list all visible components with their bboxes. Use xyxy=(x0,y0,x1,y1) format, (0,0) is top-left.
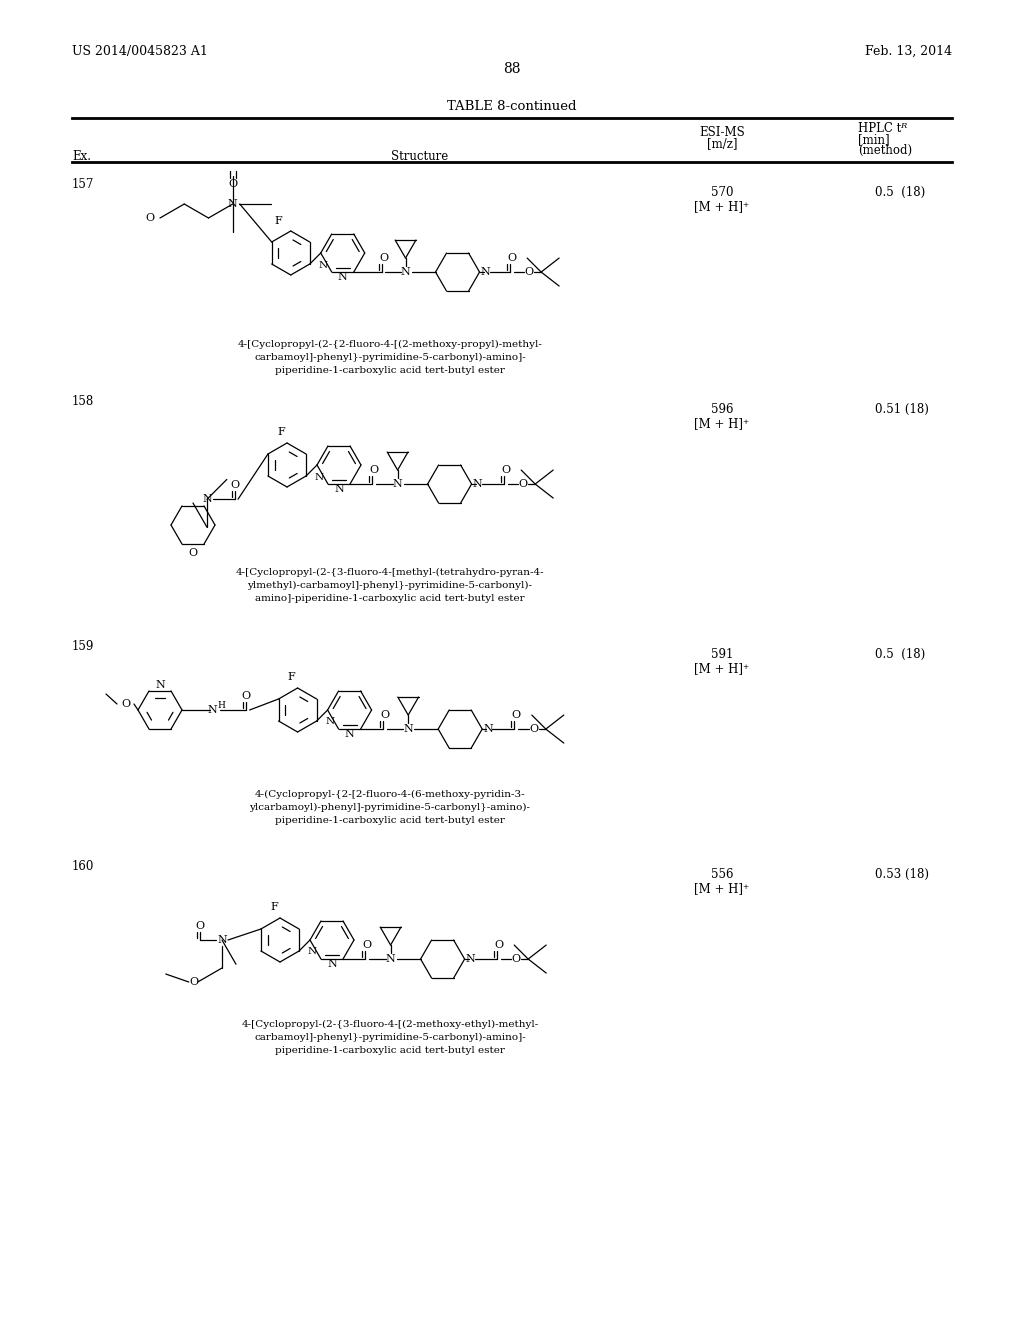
Text: 596: 596 xyxy=(711,403,733,416)
Text: O: O xyxy=(122,700,131,709)
Text: 159: 159 xyxy=(72,640,94,653)
Text: O: O xyxy=(512,710,521,719)
Text: N: N xyxy=(155,680,165,690)
Text: 556: 556 xyxy=(711,869,733,880)
Text: [m/z]: [m/z] xyxy=(707,137,737,150)
Text: piperidine-1-carboxylic acid tert-butyl ester: piperidine-1-carboxylic acid tert-butyl … xyxy=(275,1045,505,1055)
Text: N: N xyxy=(228,199,238,209)
Text: N: N xyxy=(334,484,344,494)
Text: N: N xyxy=(473,479,482,488)
Text: O: O xyxy=(379,253,388,263)
Text: ESI-MS: ESI-MS xyxy=(699,125,744,139)
Text: 0.5  (18): 0.5 (18) xyxy=(874,186,926,199)
Text: N: N xyxy=(327,960,337,969)
Text: piperidine-1-carboxylic acid tert-butyl ester: piperidine-1-carboxylic acid tert-butyl … xyxy=(275,366,505,375)
Text: O: O xyxy=(228,180,238,189)
Text: N: N xyxy=(338,272,347,282)
Text: 0.51 (18): 0.51 (18) xyxy=(874,403,929,416)
Text: N: N xyxy=(314,473,324,482)
Text: O: O xyxy=(145,213,155,223)
Text: Structure: Structure xyxy=(391,150,449,162)
Text: 160: 160 xyxy=(72,861,94,873)
Text: 4-[Cyclopropyl-(2-{2-fluoro-4-[(2-methoxy-propyl)-methyl-: 4-[Cyclopropyl-(2-{2-fluoro-4-[(2-methox… xyxy=(238,341,543,348)
Text: (method): (method) xyxy=(858,144,912,157)
Text: 4-[Cyclopropyl-(2-{3-fluoro-4-[(2-methoxy-ethyl)-methyl-: 4-[Cyclopropyl-(2-{3-fluoro-4-[(2-methox… xyxy=(242,1020,539,1030)
Text: N: N xyxy=(400,267,411,277)
Text: F: F xyxy=(278,426,285,437)
Text: F: F xyxy=(270,902,278,912)
Text: 157: 157 xyxy=(72,178,94,191)
Text: [min]: [min] xyxy=(858,133,890,147)
Text: US 2014/0045823 A1: US 2014/0045823 A1 xyxy=(72,45,208,58)
Text: O: O xyxy=(362,940,372,950)
Text: 0.5  (18): 0.5 (18) xyxy=(874,648,926,661)
Text: HPLC t: HPLC t xyxy=(858,121,901,135)
Text: piperidine-1-carboxylic acid tert-butyl ester: piperidine-1-carboxylic acid tert-butyl … xyxy=(275,816,505,825)
Text: H: H xyxy=(217,701,225,710)
Text: O: O xyxy=(507,253,516,263)
Text: amino]-piperidine-1-carboxylic acid tert-butyl ester: amino]-piperidine-1-carboxylic acid tert… xyxy=(255,594,525,603)
Text: carbamoyl]-phenyl}-pyrimidine-5-carbonyl)-amino]-: carbamoyl]-phenyl}-pyrimidine-5-carbonyl… xyxy=(254,352,526,362)
Text: N: N xyxy=(345,729,354,739)
Text: O: O xyxy=(230,480,240,490)
Text: [M + H]⁺: [M + H]⁺ xyxy=(694,663,750,675)
Text: ylmethyl)-carbamoyl]-phenyl}-pyrimidine-5-carbonyl)-: ylmethyl)-carbamoyl]-phenyl}-pyrimidine-… xyxy=(248,581,532,590)
Text: 4-[Cyclopropyl-(2-{3-fluoro-4-[methyl-(tetrahydro-pyran-4-: 4-[Cyclopropyl-(2-{3-fluoro-4-[methyl-(t… xyxy=(236,568,545,577)
Text: 570: 570 xyxy=(711,186,733,199)
Text: carbamoyl]-phenyl}-pyrimidine-5-carbonyl)-amino]-: carbamoyl]-phenyl}-pyrimidine-5-carbonyl… xyxy=(254,1034,526,1041)
Text: N: N xyxy=(202,494,212,504)
Text: [M + H]⁺: [M + H]⁺ xyxy=(694,882,750,895)
Text: R: R xyxy=(900,121,906,129)
Text: O: O xyxy=(241,690,250,701)
Text: 4-(Cyclopropyl-{2-[2-fluoro-4-(6-methoxy-pyridin-3-: 4-(Cyclopropyl-{2-[2-fluoro-4-(6-methoxy… xyxy=(255,789,525,799)
Text: Ex.: Ex. xyxy=(72,150,91,162)
Text: ylcarbamoyl)-phenyl]-pyrimidine-5-carbonyl}-amino)-: ylcarbamoyl)-phenyl]-pyrimidine-5-carbon… xyxy=(250,803,530,812)
Text: O: O xyxy=(518,479,527,488)
Text: [M + H]⁺: [M + H]⁺ xyxy=(694,201,750,213)
Text: O: O xyxy=(195,921,204,931)
Text: TABLE 8-continued: TABLE 8-continued xyxy=(447,100,577,114)
Text: O: O xyxy=(381,710,389,719)
Text: N: N xyxy=(466,954,475,964)
Text: N: N xyxy=(386,954,395,964)
Text: O: O xyxy=(370,465,379,475)
Text: N: N xyxy=(318,260,328,269)
Text: 591: 591 xyxy=(711,648,733,661)
Text: O: O xyxy=(501,465,510,475)
Text: N: N xyxy=(325,718,334,726)
Text: N: N xyxy=(307,948,316,957)
Text: N: N xyxy=(207,705,217,715)
Text: N: N xyxy=(393,479,402,488)
Text: O: O xyxy=(189,977,199,987)
Text: N: N xyxy=(217,935,227,945)
Text: O: O xyxy=(494,940,503,950)
Text: O: O xyxy=(188,548,198,558)
Text: O: O xyxy=(529,725,539,734)
Text: [M + H]⁺: [M + H]⁺ xyxy=(694,417,750,430)
Text: O: O xyxy=(524,267,534,277)
Text: N: N xyxy=(403,725,413,734)
Text: Feb. 13, 2014: Feb. 13, 2014 xyxy=(865,45,952,58)
Text: N: N xyxy=(480,267,490,277)
Text: 158: 158 xyxy=(72,395,94,408)
Text: 0.53 (18): 0.53 (18) xyxy=(874,869,929,880)
Text: N: N xyxy=(483,725,494,734)
Text: F: F xyxy=(288,672,296,682)
Text: O: O xyxy=(512,954,521,964)
Text: F: F xyxy=(274,216,283,226)
Text: 88: 88 xyxy=(503,62,521,77)
